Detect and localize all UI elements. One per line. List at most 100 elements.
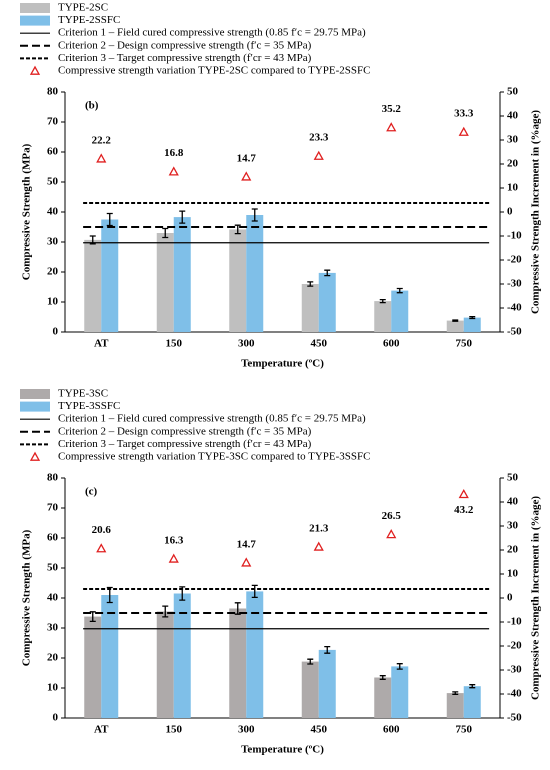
error-bar xyxy=(324,269,331,277)
y-tick-label: 30 xyxy=(47,236,59,248)
y-tick-label: 0 xyxy=(53,712,59,724)
x-tick-label: 750 xyxy=(456,724,473,736)
y2-tick-label: 0 xyxy=(507,206,513,218)
y2-tick-label: 20 xyxy=(507,544,519,556)
x-tick-label: 300 xyxy=(238,724,255,736)
y-tick-label: 40 xyxy=(47,206,59,218)
data-label: 43.2 xyxy=(454,504,474,516)
y2-tick-label: 50 xyxy=(507,86,519,98)
bar xyxy=(391,290,409,332)
bar xyxy=(463,686,481,718)
data-label: 35.2 xyxy=(382,103,402,115)
bar xyxy=(84,616,102,718)
bar xyxy=(229,229,247,332)
y-tick-label: 10 xyxy=(47,296,59,308)
bar xyxy=(391,666,409,718)
error-bar xyxy=(307,281,314,287)
y-tick-label: 40 xyxy=(47,592,59,604)
legend-swatch xyxy=(20,15,50,26)
error-bar xyxy=(469,684,476,689)
panel-label: (c) xyxy=(85,486,98,498)
data-label: 33.3 xyxy=(454,108,474,120)
triangle-marker xyxy=(386,122,397,132)
y2-tick-label: -10 xyxy=(507,616,522,628)
y2-axis-title: Compressive Strength Increment in (%age) xyxy=(530,496,542,700)
y-tick-label: 50 xyxy=(47,176,59,188)
panel-label: (b) xyxy=(85,100,99,112)
y2-tick-label: -50 xyxy=(507,712,522,724)
x-tick-label: AT xyxy=(94,724,109,736)
triangle-marker xyxy=(96,153,107,163)
bar xyxy=(463,317,481,332)
y-axis-title: Compressive Strength (MPa) xyxy=(21,529,33,666)
y2-tick-label: 50 xyxy=(507,472,519,484)
data-label: 16.8 xyxy=(164,147,184,159)
error-bar xyxy=(379,675,386,680)
y-tick-label: 70 xyxy=(47,116,59,128)
error-bar xyxy=(251,584,258,599)
legend-swatch xyxy=(29,451,41,461)
y2-tick-label: -40 xyxy=(507,302,522,314)
y-tick-label: 20 xyxy=(47,266,59,278)
error-bar xyxy=(452,319,459,322)
data-label: 16.3 xyxy=(164,534,184,546)
y-tick-label: 70 xyxy=(47,502,59,514)
y2-tick-label: 40 xyxy=(507,496,519,508)
legend-label: TYPE-3SSFC xyxy=(58,400,120,412)
x-tick-label: 450 xyxy=(311,724,328,736)
y2-tick-label: 10 xyxy=(507,182,519,194)
bar xyxy=(446,320,464,332)
y2-tick-label: 30 xyxy=(507,520,519,532)
y2-tick-label: -30 xyxy=(507,278,522,290)
data-label: 22.2 xyxy=(92,134,112,146)
bar xyxy=(318,272,336,332)
legend-label: Criterion 1 – Field cured compressive st… xyxy=(58,413,366,425)
y2-tick-label: 0 xyxy=(507,592,513,604)
triangle-marker xyxy=(241,171,252,181)
error-bar xyxy=(234,602,241,615)
y2-tick-label: 30 xyxy=(507,134,519,146)
legend-label: TYPE-2SSFC xyxy=(58,14,120,26)
bar xyxy=(374,677,392,718)
bar xyxy=(156,611,174,718)
error-bar xyxy=(89,611,96,623)
y-axis-title: Compressive Strength (MPa) xyxy=(21,143,33,280)
y-tick-label: 30 xyxy=(47,622,59,634)
bar xyxy=(229,608,247,718)
bar xyxy=(156,233,174,332)
x-tick-label: AT xyxy=(94,338,109,350)
y2-tick-label: -10 xyxy=(507,230,522,242)
triangle-marker xyxy=(241,557,252,567)
legend-swatch xyxy=(20,401,50,412)
x-tick-label: 150 xyxy=(166,724,183,736)
y-tick-label: 50 xyxy=(47,562,59,574)
legend-label: Criterion 3 – Target compressive strengt… xyxy=(58,438,312,450)
data-label: 20.6 xyxy=(92,524,112,536)
bar xyxy=(84,239,102,332)
data-label: 23.3 xyxy=(309,132,329,144)
legend-label: TYPE-3SC xyxy=(58,388,108,400)
bar xyxy=(374,301,392,332)
data-label: 14.7 xyxy=(237,538,257,550)
y-tick-label: 60 xyxy=(47,532,59,544)
y2-axis-title: Compressive Strength Increment in (%age) xyxy=(530,110,542,314)
legend-label: Criterion 2 – Design compressive strengt… xyxy=(58,425,312,437)
y-tick-label: 0 xyxy=(53,326,59,338)
x-tick-label: 150 xyxy=(166,338,183,350)
triangle-marker xyxy=(96,543,107,553)
y2-tick-label: 20 xyxy=(507,158,519,170)
y2-tick-label: -50 xyxy=(507,326,522,338)
triangle-marker xyxy=(458,488,469,499)
x-tick-label: 600 xyxy=(383,724,400,736)
data-label: 26.5 xyxy=(382,510,402,522)
triangle-marker xyxy=(313,150,324,160)
x-axis-title: Temperature (ºC) xyxy=(241,358,324,370)
error-bar xyxy=(396,287,403,294)
error-bar xyxy=(469,316,476,320)
y-tick-label: 20 xyxy=(47,652,59,664)
bar xyxy=(173,217,191,332)
triangle-marker xyxy=(313,541,324,551)
error-bar xyxy=(234,224,241,235)
legend-swatch xyxy=(29,65,41,75)
